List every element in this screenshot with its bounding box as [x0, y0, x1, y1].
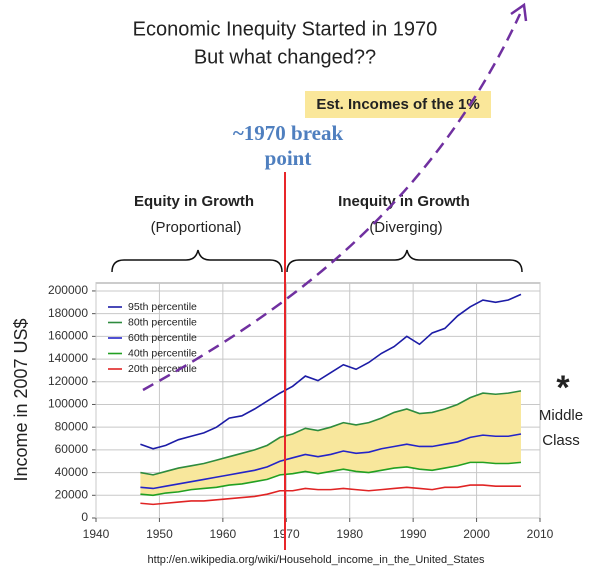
x-tick-label: 1990: [400, 527, 427, 541]
middle-class-label: Class: [542, 432, 580, 449]
legend-label: 40th percentile: [128, 347, 197, 359]
x-tick-label: 1960: [210, 527, 237, 541]
break-label: ~1970 break: [233, 121, 344, 145]
arrow-head: [510, 2, 528, 22]
right-brace: [286, 249, 523, 273]
legend-label: 95th percentile: [128, 301, 197, 313]
y-tick-label: 0: [81, 510, 88, 524]
top-earners-label: Est. Incomes of the 1%: [316, 96, 479, 113]
left-subheading: (Proportional): [151, 219, 242, 236]
x-tick-label: 2010: [527, 527, 554, 541]
left-brace: [111, 249, 283, 273]
top-earners-trend: [142, 13, 522, 392]
subtitle: But what changed??: [194, 46, 376, 68]
title: Economic Inequity Started in 1970: [133, 18, 438, 40]
series-line: [140, 484, 521, 506]
x-tick-label: 1970: [273, 527, 300, 541]
legend-label: 80th percentile: [128, 316, 197, 328]
source: http://en.wikipedia.org/wiki/Household_i…: [148, 554, 485, 566]
y-tick-label: 80000: [55, 419, 89, 433]
legend-label: 60th percentile: [128, 332, 197, 344]
y-tick-label: 160000: [48, 329, 88, 343]
break-label: point: [265, 146, 312, 170]
x-tick-label: 1950: [146, 527, 173, 541]
series-line: [140, 461, 522, 497]
highlight-box: [305, 91, 491, 118]
asterisk: *: [556, 369, 570, 407]
y-axis-label: Income in 2007 US$: [11, 318, 31, 481]
left-heading: Equity in Growth: [134, 193, 254, 210]
series-line: [140, 390, 522, 476]
right-heading: Inequity in Growth: [338, 193, 470, 210]
middle-class-label: Middle: [539, 407, 583, 424]
y-tick-label: 180000: [48, 306, 88, 320]
y-tick-label: 100000: [48, 397, 88, 411]
right-subheading: (Diverging): [369, 219, 442, 236]
x-tick-label: 1940: [83, 527, 110, 541]
y-tick-label: 40000: [55, 465, 89, 479]
y-tick-label: 20000: [55, 487, 89, 501]
legend-label: 20th percentile: [128, 363, 197, 375]
y-tick-label: 120000: [48, 374, 88, 388]
y-tick-label: 140000: [48, 351, 88, 365]
series-line: [140, 293, 522, 450]
x-tick-label: 1980: [336, 527, 363, 541]
series-line: [140, 433, 522, 490]
y-tick-label: 60000: [55, 442, 89, 456]
plot: 0 20000 40000 60000 80000 100000 120000 140000 1…: [48, 282, 554, 541]
y-tick-label: 200000: [48, 283, 88, 297]
x-tick-label: 2000: [463, 527, 490, 541]
